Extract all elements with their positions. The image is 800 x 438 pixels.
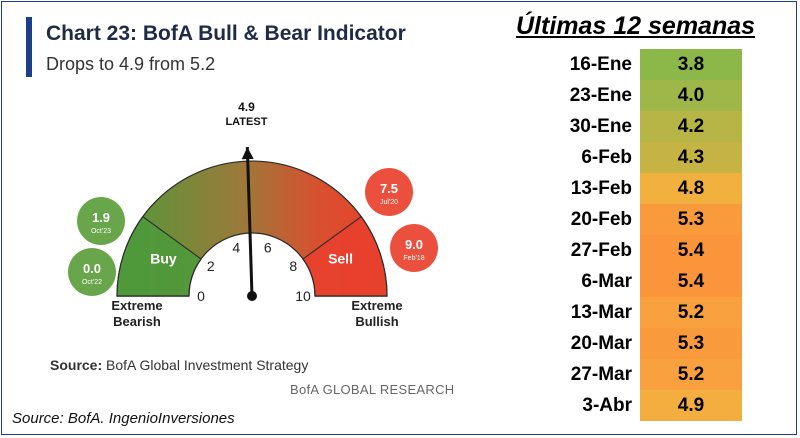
week-date: 13-Feb xyxy=(570,177,632,199)
week-value: 4.0 xyxy=(640,80,742,111)
gauge-zone-label-buy: Buy xyxy=(150,251,177,267)
table-row: 23-Ene 4.0 xyxy=(530,80,742,111)
history-marker xyxy=(390,224,438,272)
week-value: 4.2 xyxy=(640,111,742,142)
table-row: 20-Mar 5.3 xyxy=(530,328,742,359)
week-value: 5.2 xyxy=(640,297,742,328)
history-marker-value: 1.9 xyxy=(92,210,110,225)
chart-subtitle: Drops to 4.9 from 5.2 xyxy=(46,54,216,74)
week-value: 5.3 xyxy=(640,328,742,359)
history-marker xyxy=(365,168,413,216)
gauge-tick-label: 8 xyxy=(289,258,297,274)
week-date: 20-Feb xyxy=(570,208,632,230)
gauge-zone-sell xyxy=(302,215,388,297)
week-value: 3.8 xyxy=(640,49,742,80)
source-label: Source: xyxy=(50,357,103,373)
history-marker xyxy=(68,248,116,296)
week-value: 5.3 xyxy=(640,204,742,235)
gauge-tick-label: 6 xyxy=(264,239,272,255)
week-date: 20-Mar xyxy=(570,332,632,354)
gauge-end-label-right: Bullish xyxy=(355,314,398,329)
week-value: 4.8 xyxy=(640,173,742,204)
table-row: 13-Mar 5.2 xyxy=(530,297,742,328)
gauge-pointer-hub xyxy=(247,291,257,301)
week-date: 6-Feb xyxy=(581,146,632,168)
history-marker-date: Jul'20 xyxy=(380,199,398,206)
table-row: 3-Abr 4.9 xyxy=(530,390,742,421)
brand-text: BofA GLOBAL RESEARCH xyxy=(290,382,455,397)
week-value: 5.4 xyxy=(640,266,742,297)
gauge-tick-label: 0 xyxy=(197,288,205,304)
history-marker-value: 7.5 xyxy=(380,181,398,196)
week-date: 27-Feb xyxy=(570,239,632,261)
gauge-zone-buy xyxy=(116,215,202,297)
week-value: 4.9 xyxy=(640,390,742,421)
week-value: 5.4 xyxy=(640,235,742,266)
gauge-chart: Buy Sell 024 6810ExtremeBearishExtremeBull… xyxy=(68,100,438,329)
gauge-tick-label: 4 xyxy=(232,239,240,255)
table-row: 13-Feb 4.8 xyxy=(530,173,742,204)
gauge-end-label-left: Bearish xyxy=(113,314,161,329)
week-date: 23-Ene xyxy=(569,84,632,106)
footer-source: Source: BofA. IngenioInversiones xyxy=(12,410,235,427)
source-note: Source: BofA Global Investment Strategy xyxy=(50,357,308,373)
week-value: 5.2 xyxy=(640,359,742,390)
gauge-latest-label: LATEST xyxy=(225,116,267,128)
week-date: 27-Mar xyxy=(570,363,632,385)
gauge-tick-label: 10 xyxy=(295,288,311,304)
week-date: 16-Ene xyxy=(569,53,632,75)
gauge-pointer-head xyxy=(241,147,254,160)
gauge-latest-value: 4.9 xyxy=(238,100,255,114)
week-value: 4.3 xyxy=(640,142,742,173)
week-date: 13-Mar xyxy=(570,301,632,323)
gauge-pointer-line xyxy=(245,147,254,297)
history-marker-date: Feb'18 xyxy=(403,255,424,262)
history-marker-value: 0.0 xyxy=(83,261,101,276)
table-row: 16-Ene 3.8 xyxy=(530,49,742,80)
table-row: 6-Feb 4.3 xyxy=(530,142,742,173)
week-date: 6-Mar xyxy=(581,270,632,292)
history-marker-value: 9.0 xyxy=(405,237,423,252)
table-row: 30-Ene 4.2 xyxy=(530,111,742,142)
table-row: 27-Mar 5.2 xyxy=(530,359,742,390)
gauge-end-label-left: Extreme xyxy=(111,298,162,313)
title-accent-bar xyxy=(26,17,32,77)
table-row: 20-Feb 5.3 xyxy=(530,204,742,235)
week-date: 30-Ene xyxy=(569,115,632,137)
weeks-table-title: Últimas 12 semanas xyxy=(516,12,756,40)
chart-title: Chart 23: BofA Bull & Bear Indicator xyxy=(46,22,406,45)
history-marker-date: Oct'22 xyxy=(82,279,102,286)
gauge-zone-label-sell: Sell xyxy=(328,251,353,267)
week-date: 3-Abr xyxy=(582,394,632,416)
source-text: BofA Global Investment Strategy xyxy=(106,357,309,373)
gauge-tick-label: 2 xyxy=(207,258,215,274)
weeks-table: 16-Ene 3.8 23-Ene 4.0 30-Ene 4.2 6-Feb 4.3 13-Fe… xyxy=(530,49,742,421)
table-row: 27-Feb 5.4 xyxy=(530,235,742,266)
history-marker-date: Oct'23 xyxy=(91,228,111,235)
gauge-end-label-right: Extreme xyxy=(351,298,402,313)
table-row: 6-Mar 5.4 xyxy=(530,266,742,297)
history-marker xyxy=(77,197,125,245)
